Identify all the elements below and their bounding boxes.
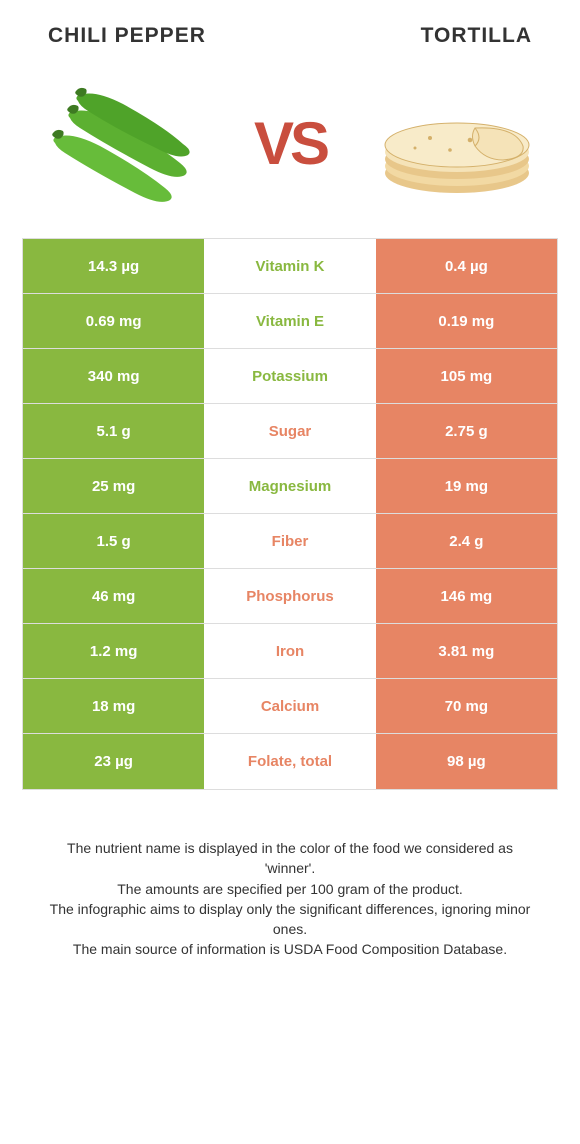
left-value: 25 mg [23, 459, 204, 513]
left-value: 1.5 g [23, 514, 204, 568]
right-food-title: TORTILLA [421, 24, 532, 48]
left-value: 1.2 mg [23, 624, 204, 678]
table-row: 1.5 gFiber2.4 g [23, 514, 557, 569]
nutrient-label: Magnesium [204, 459, 375, 513]
right-value: 3.81 mg [376, 624, 557, 678]
right-value: 2.75 g [376, 404, 557, 458]
table-row: 18 mgCalcium70 mg [23, 679, 557, 734]
nutrient-label: Phosphorus [204, 569, 375, 623]
nutrient-label: Fiber [204, 514, 375, 568]
table-row: 25 mgMagnesium19 mg [23, 459, 557, 514]
right-value: 146 mg [376, 569, 557, 623]
footer-line: The amounts are specified per 100 gram o… [40, 879, 540, 899]
left-value: 46 mg [23, 569, 204, 623]
chili-pepper-image [40, 78, 205, 208]
table-row: 5.1 gSugar2.75 g [23, 404, 557, 459]
hero-row: VS [0, 58, 580, 238]
nutrient-label: Vitamin K [204, 239, 375, 293]
left-food-title: CHILI PEPPER [48, 24, 206, 48]
footer-line: The main source of information is USDA F… [40, 939, 540, 959]
table-row: 23 µgFolate, total98 µg [23, 734, 557, 789]
nutrient-table: 14.3 µgVitamin K0.4 µg0.69 mgVitamin E0.… [22, 238, 558, 790]
table-row: 1.2 mgIron3.81 mg [23, 624, 557, 679]
right-value: 98 µg [376, 734, 557, 789]
left-value: 23 µg [23, 734, 204, 789]
left-value: 18 mg [23, 679, 204, 733]
right-value: 2.4 g [376, 514, 557, 568]
right-value: 0.4 µg [376, 239, 557, 293]
left-value: 5.1 g [23, 404, 204, 458]
nutrient-label: Iron [204, 624, 375, 678]
header: CHILI PEPPER TORTILLA [0, 0, 580, 58]
right-value: 70 mg [376, 679, 557, 733]
left-value: 0.69 mg [23, 294, 204, 348]
right-value: 105 mg [376, 349, 557, 403]
table-row: 46 mgPhosphorus146 mg [23, 569, 557, 624]
footer-notes: The nutrient name is displayed in the co… [0, 790, 580, 960]
nutrient-label: Folate, total [204, 734, 375, 789]
table-row: 0.69 mgVitamin E0.19 mg [23, 294, 557, 349]
nutrient-label: Vitamin E [204, 294, 375, 348]
table-row: 14.3 µgVitamin K0.4 µg [23, 239, 557, 294]
right-value: 19 mg [376, 459, 557, 513]
nutrient-label: Potassium [204, 349, 375, 403]
right-value: 0.19 mg [376, 294, 557, 348]
nutrient-label: Sugar [204, 404, 375, 458]
left-value: 340 mg [23, 349, 204, 403]
footer-line: The infographic aims to display only the… [40, 899, 540, 940]
footer-line: The nutrient name is displayed in the co… [40, 838, 540, 879]
nutrient-label: Calcium [204, 679, 375, 733]
tortilla-image [375, 78, 540, 208]
left-value: 14.3 µg [23, 239, 204, 293]
table-row: 340 mgPotassium105 mg [23, 349, 557, 404]
vs-text: VS [254, 109, 326, 178]
